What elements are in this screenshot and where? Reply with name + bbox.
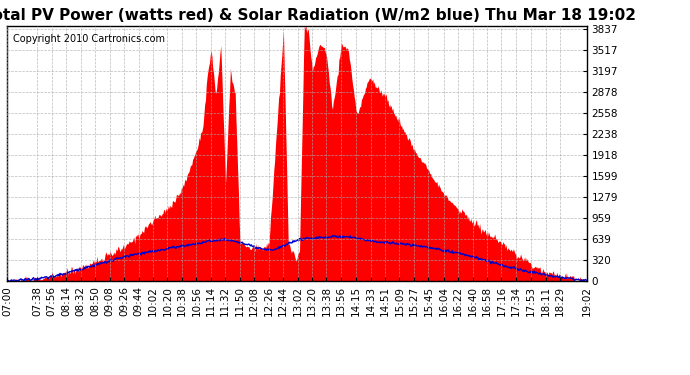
- Text: Copyright 2010 Cartronics.com: Copyright 2010 Cartronics.com: [12, 34, 165, 44]
- Text: Total PV Power (watts red) & Solar Radiation (W/m2 blue) Thu Mar 18 19:02: Total PV Power (watts red) & Solar Radia…: [0, 8, 636, 22]
